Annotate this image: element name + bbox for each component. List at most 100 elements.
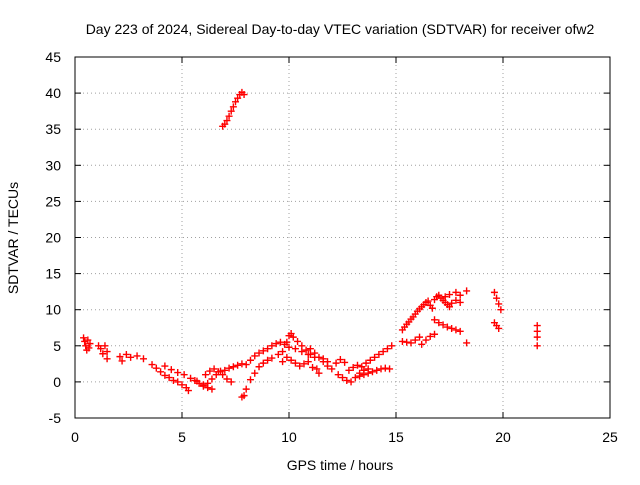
y-tick-label: 40 bbox=[45, 85, 61, 101]
x-tick-label: 0 bbox=[71, 429, 79, 445]
data-point bbox=[287, 330, 295, 338]
data-point bbox=[343, 376, 351, 384]
data-point bbox=[422, 336, 430, 344]
data-point bbox=[122, 350, 130, 358]
data-points bbox=[80, 88, 541, 401]
data-point bbox=[379, 348, 387, 356]
data-point bbox=[463, 339, 471, 347]
data-point bbox=[238, 360, 246, 368]
data-point bbox=[446, 291, 453, 299]
data-point bbox=[221, 366, 229, 374]
data-point bbox=[294, 337, 302, 345]
data-point bbox=[493, 294, 501, 302]
y-tick-label: 35 bbox=[45, 121, 61, 137]
data-point bbox=[448, 299, 456, 307]
data-point bbox=[223, 375, 231, 383]
data-point bbox=[298, 348, 306, 356]
data-point bbox=[195, 379, 203, 387]
data-point bbox=[452, 288, 460, 296]
data-point bbox=[223, 117, 231, 125]
data-point bbox=[439, 321, 447, 329]
data-point bbox=[169, 376, 177, 384]
data-point bbox=[426, 332, 434, 340]
data-point bbox=[242, 385, 250, 393]
data-point bbox=[533, 342, 541, 350]
y-tick-label: 10 bbox=[45, 302, 61, 318]
data-point bbox=[356, 372, 364, 380]
data-point bbox=[328, 365, 336, 373]
data-point bbox=[161, 371, 169, 379]
data-point bbox=[347, 378, 355, 386]
x-axis-title: GPS time / hours bbox=[287, 457, 394, 473]
x-tick-label: 10 bbox=[281, 429, 297, 445]
x-tick-label: 15 bbox=[388, 429, 404, 445]
data-point bbox=[283, 338, 291, 346]
data-point bbox=[443, 323, 451, 331]
data-point bbox=[279, 348, 287, 356]
x-tick-label: 5 bbox=[178, 429, 186, 445]
data-point bbox=[302, 346, 310, 354]
axis-ticks: 0 5 10 15 20 25 -5 0 5 10 15 20 25 30 35 40 45 bbox=[45, 49, 618, 445]
data-point bbox=[490, 288, 498, 296]
data-point bbox=[227, 378, 235, 386]
data-point bbox=[139, 355, 147, 363]
data-point bbox=[227, 107, 235, 115]
data-point bbox=[418, 340, 426, 348]
data-point bbox=[291, 345, 299, 353]
data-point bbox=[371, 353, 379, 361]
data-point bbox=[349, 363, 357, 371]
data-point bbox=[358, 363, 366, 371]
data-point bbox=[341, 358, 349, 366]
data-point bbox=[287, 356, 295, 364]
data-point bbox=[388, 342, 396, 350]
data-point bbox=[283, 353, 291, 361]
data-point bbox=[276, 338, 284, 346]
data-point bbox=[127, 353, 135, 361]
data-point bbox=[221, 120, 229, 128]
y-tick-label: 30 bbox=[45, 157, 61, 173]
data-point bbox=[174, 369, 182, 377]
data-point bbox=[428, 304, 436, 312]
data-point bbox=[268, 354, 276, 362]
data-point bbox=[259, 347, 267, 355]
y-tick-label: 5 bbox=[53, 338, 61, 354]
data-point bbox=[272, 340, 280, 348]
data-point bbox=[103, 348, 111, 356]
data-point bbox=[84, 336, 92, 344]
data-point bbox=[332, 359, 340, 367]
data-point bbox=[279, 358, 287, 366]
data-point bbox=[118, 357, 126, 365]
data-point bbox=[204, 379, 212, 387]
data-point bbox=[116, 353, 124, 361]
data-point bbox=[304, 358, 312, 366]
data-point bbox=[311, 349, 319, 357]
chart-title: Day 223 of 2024, Sidereal Day-to-day VTE… bbox=[86, 21, 595, 37]
data-point bbox=[240, 392, 248, 400]
data-point bbox=[174, 378, 182, 386]
y-tick-label: -5 bbox=[49, 410, 62, 426]
data-point bbox=[208, 385, 216, 393]
y-tick-label: 45 bbox=[45, 49, 61, 65]
data-point bbox=[152, 364, 160, 372]
data-point bbox=[81, 337, 89, 345]
data-point bbox=[234, 361, 242, 369]
data-point bbox=[533, 333, 541, 341]
data-point bbox=[251, 352, 259, 360]
data-point bbox=[199, 382, 207, 390]
data-point bbox=[336, 356, 344, 364]
data-point bbox=[495, 324, 503, 332]
data-point bbox=[360, 371, 368, 379]
data-point bbox=[85, 344, 93, 352]
data-point bbox=[101, 342, 109, 350]
y-axis-title: SDTVAR / TECUs bbox=[5, 182, 21, 294]
data-point bbox=[225, 364, 233, 372]
data-point bbox=[255, 363, 263, 371]
data-point bbox=[225, 112, 233, 120]
data-point bbox=[463, 287, 471, 295]
data-point bbox=[157, 368, 165, 376]
data-point bbox=[214, 368, 222, 376]
data-point bbox=[219, 371, 227, 379]
data-point bbox=[206, 367, 214, 375]
